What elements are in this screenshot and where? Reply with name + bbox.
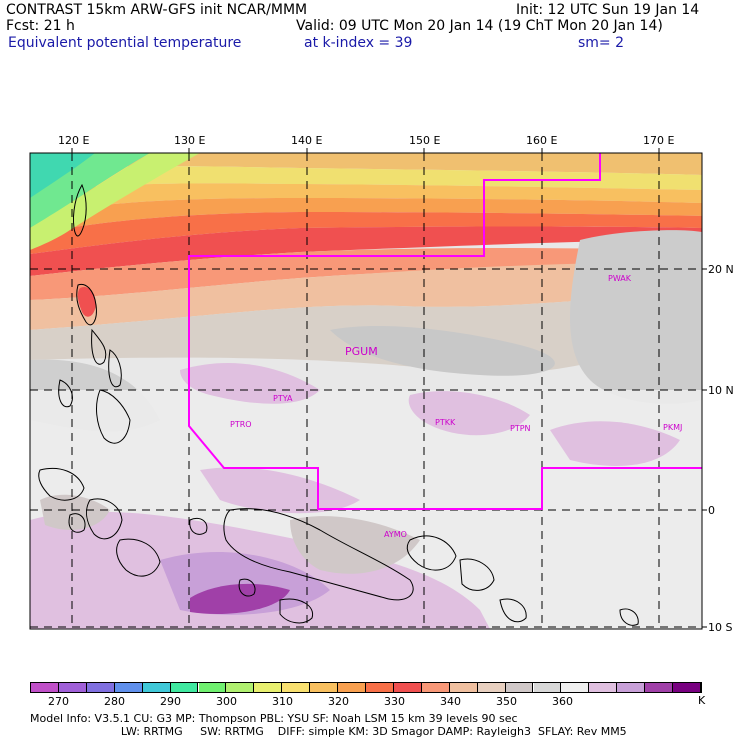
forecast-hour: Fcst: 21 h [6, 18, 75, 34]
colorbar-label-340: 340 [440, 695, 461, 708]
lon-label-170e: 170 E [643, 134, 675, 147]
colorbar-swatch [31, 683, 59, 692]
station-labels: PGUM PTYA PTRO PTKK PTPN PWAK PKMJ AYMO [230, 274, 682, 539]
colorbar-swatch [198, 683, 227, 692]
axis-ticks [71, 148, 707, 628]
station-pwak: PWAK [608, 274, 632, 283]
colorbar-label-290: 290 [160, 695, 181, 708]
colorbar-swatch [393, 683, 422, 692]
colorbar-label-310: 310 [272, 695, 293, 708]
station-aymo: AYMO [384, 530, 407, 539]
lat-label-20n: 20 N [708, 263, 734, 276]
colorbar-swatch [310, 683, 339, 692]
colorbar-swatch [366, 683, 394, 692]
colorbar-swatch [338, 683, 366, 692]
colorbar-swatch [58, 683, 87, 692]
colorbar-swatch [170, 683, 199, 692]
colorbar-swatch [477, 683, 506, 692]
colorbar-swatch [505, 683, 534, 692]
colorbar-swatch [449, 683, 478, 692]
init-time: Init: 12 UTC Sun 19 Jan 14 [516, 2, 700, 18]
station-pgum: PGUM [345, 345, 378, 358]
field-shading [30, 153, 702, 629]
colorbar-label-350: 350 [496, 695, 517, 708]
colorbar-swatch [254, 683, 283, 692]
station-ptro: PTRO [230, 420, 252, 429]
colorbar-label-270: 270 [48, 695, 69, 708]
model-info-line1: Model Info: V3.5.1 CU: G3 MP: Thompson P… [30, 712, 518, 725]
colorbar-swatch [114, 683, 143, 692]
valid-time: Valid: 09 UTC Mon 20 Jan 14 (19 ChT Mon … [296, 18, 663, 34]
smoothing: sm= 2 [578, 35, 625, 51]
lon-label-140e: 140 E [291, 134, 323, 147]
coastlines [38, 183, 639, 626]
colorbar-swatch [589, 683, 618, 692]
colorbar-swatch [226, 683, 255, 692]
colorbar-label-300: 300 [216, 695, 237, 708]
colorbar-swatch [86, 683, 115, 692]
lon-label-120e: 120 E [58, 134, 90, 147]
colorbar-swatch [421, 683, 450, 692]
colorbar-swatch [645, 683, 674, 692]
level-index: at k-index = 39 [304, 35, 413, 51]
colorbar-label-330: 330 [384, 695, 405, 708]
colorbar-swatch [617, 683, 646, 692]
boundary-line [188, 153, 702, 510]
colorbar-unit: K [698, 694, 706, 707]
station-pkmj: PKMJ [663, 423, 682, 432]
colorbar-label-280: 280 [104, 695, 125, 708]
station-ptkk: PTKK [435, 418, 456, 427]
colorbar [30, 682, 702, 693]
colorbar-label-320: 320 [328, 695, 349, 708]
station-ptya: PTYA [273, 394, 293, 403]
lat-label-10s: 10 S [708, 621, 733, 634]
lat-label-0: 0 [708, 504, 715, 517]
lon-label-160e: 160 E [526, 134, 558, 147]
lon-label-130e: 130 E [174, 134, 206, 147]
colorbar-swatch [673, 683, 701, 692]
lat-label-10n: 10 N [708, 384, 734, 397]
model-info-line2: LW: RRTMG SW: RRTMG DIFF: simple KM: 3D … [30, 725, 627, 738]
colorbar-swatch [561, 683, 590, 692]
colorbar-swatch [282, 683, 311, 692]
colorbar-swatch [142, 683, 171, 692]
map-frame [29, 152, 703, 630]
station-ptpn: PTPN [510, 424, 531, 433]
field-name: Equivalent potential temperature [8, 35, 242, 51]
lon-label-150e: 150 E [409, 134, 441, 147]
colorbar-label-360: 360 [552, 695, 573, 708]
colorbar-swatch [533, 683, 562, 692]
model-title: CONTRAST 15km ARW-GFS init NCAR/MMM [6, 2, 308, 18]
